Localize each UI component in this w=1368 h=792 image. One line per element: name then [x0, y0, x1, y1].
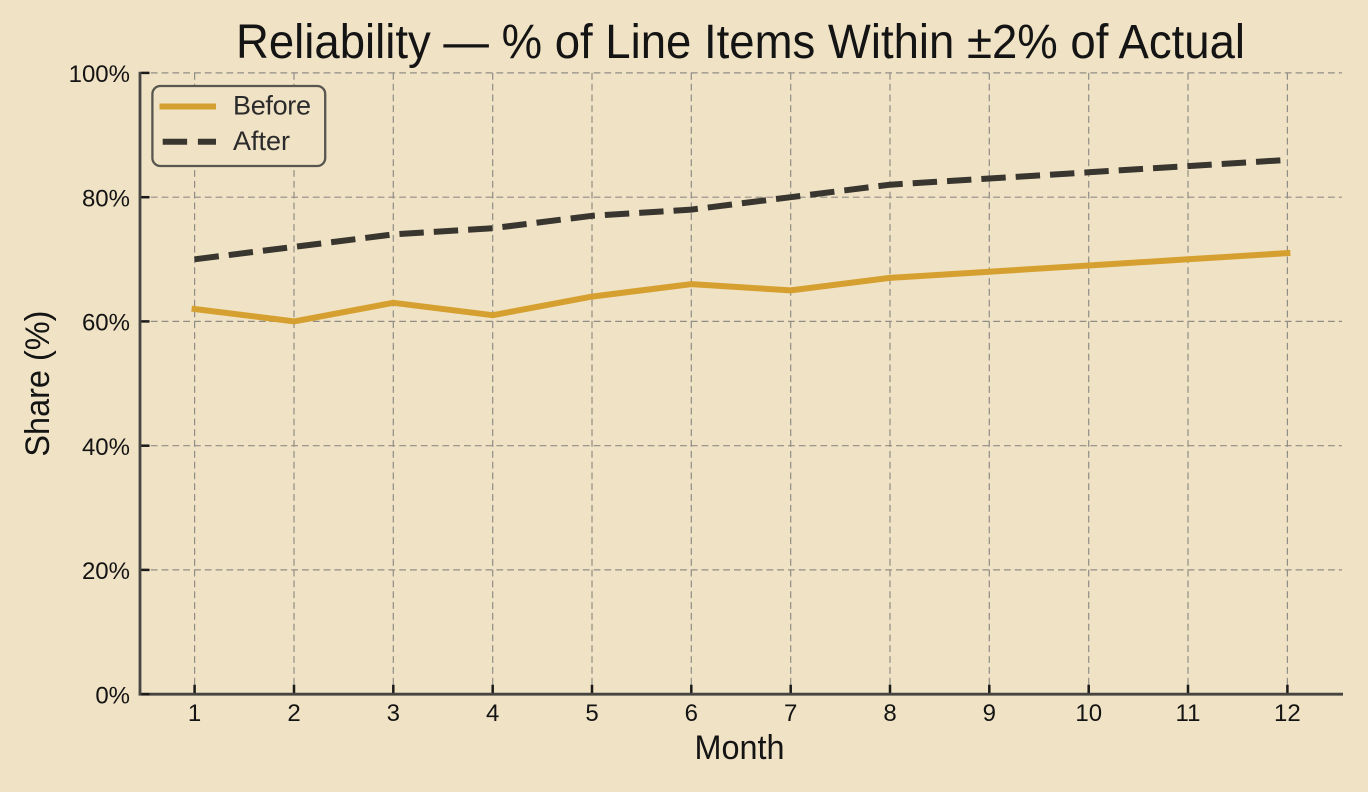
svg-text:Before: Before: [233, 91, 311, 121]
svg-text:11: 11: [1176, 700, 1201, 727]
svg-text:10: 10: [1075, 700, 1102, 727]
svg-text:0%: 0%: [95, 683, 130, 710]
svg-text:80%: 80%: [82, 186, 130, 213]
svg-text:Month: Month: [695, 729, 785, 767]
svg-text:Reliability — % of Line Items: Reliability — % of Line Items Within ±2%…: [236, 16, 1245, 69]
svg-text:6: 6: [685, 700, 698, 727]
svg-text:3: 3: [387, 700, 400, 727]
svg-text:5: 5: [585, 700, 598, 727]
svg-text:100%: 100%: [69, 61, 130, 88]
svg-text:7: 7: [784, 700, 797, 727]
svg-text:9: 9: [983, 700, 996, 727]
svg-text:20%: 20%: [82, 558, 130, 585]
svg-text:12: 12: [1274, 700, 1301, 727]
svg-text:4: 4: [486, 700, 499, 727]
svg-text:40%: 40%: [82, 434, 130, 461]
svg-text:60%: 60%: [82, 310, 130, 337]
svg-text:After: After: [233, 126, 290, 156]
svg-text:2: 2: [287, 700, 300, 727]
svg-text:Share (%): Share (%): [19, 311, 57, 457]
svg-text:8: 8: [883, 700, 896, 727]
svg-text:1: 1: [188, 700, 201, 727]
